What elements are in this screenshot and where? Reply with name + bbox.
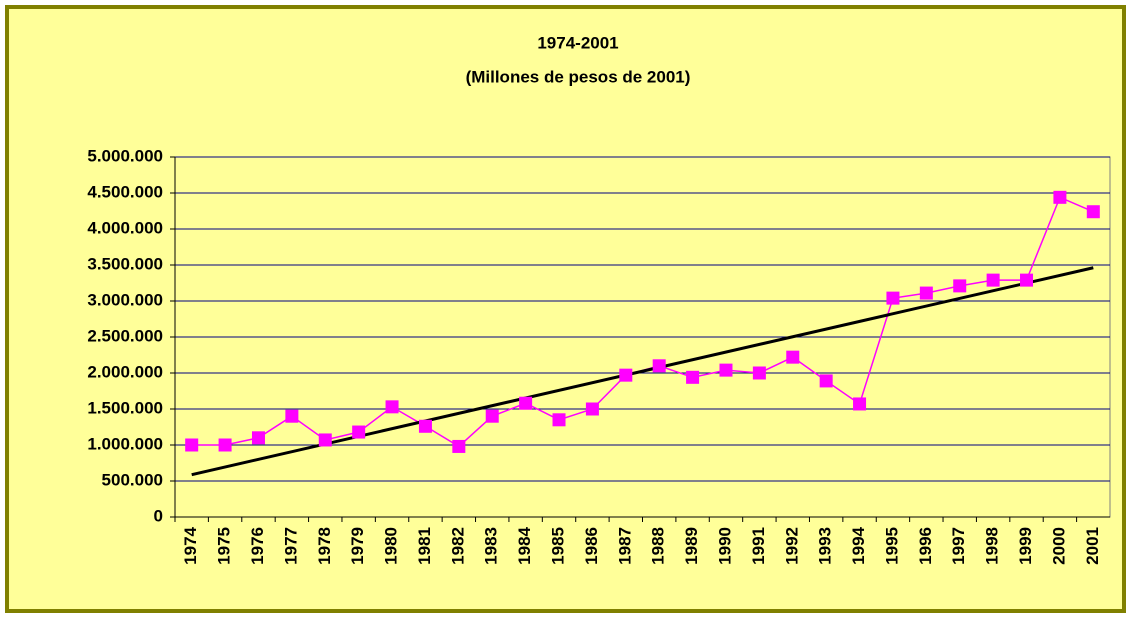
marker — [1086, 205, 1100, 219]
y-tick-label: 3.500.000 — [87, 254, 163, 273]
y-tick-label: 2.000.000 — [87, 362, 163, 381]
marker — [819, 374, 833, 388]
marker — [652, 359, 666, 373]
x-tick-label: 1977 — [281, 527, 300, 565]
x-tick-label: 1981 — [415, 527, 434, 565]
marker — [185, 438, 199, 452]
marker — [552, 413, 566, 427]
marker — [886, 291, 900, 305]
x-tick-label: 1979 — [348, 527, 367, 565]
marker — [919, 286, 933, 300]
marker — [385, 400, 399, 414]
marker — [352, 425, 366, 439]
x-tick-label: 1987 — [615, 527, 634, 565]
y-tick-label: 3.000.000 — [87, 290, 163, 309]
trendline — [191, 266, 1094, 477]
marker — [986, 273, 1000, 287]
y-tick-label: 5.000.000 — [87, 146, 163, 165]
x-tick-label: 1983 — [482, 527, 501, 565]
marker — [218, 438, 232, 452]
marker — [786, 350, 800, 364]
marker — [686, 370, 700, 384]
y-tick-label: 4.500.000 — [87, 182, 163, 201]
x-tick-label: 1974 — [181, 526, 200, 564]
marker — [485, 409, 499, 423]
chart-title: 1974-2001 — [537, 33, 618, 52]
x-tick-label: 1985 — [549, 527, 568, 565]
y-tick-label: 500.000 — [102, 470, 163, 489]
x-tick-label: 1994 — [849, 526, 868, 564]
x-tick-label: 1998 — [983, 527, 1002, 565]
marker — [452, 439, 466, 453]
marker — [1053, 190, 1067, 204]
x-tick-label: 1975 — [215, 527, 234, 565]
x-tick-label: 1990 — [715, 527, 734, 565]
x-tick-label: 2000 — [1049, 527, 1068, 565]
marker — [1020, 273, 1034, 287]
x-tick-label: 1995 — [882, 527, 901, 565]
marker — [853, 397, 867, 411]
x-tick-label: 1980 — [382, 527, 401, 565]
marker — [519, 396, 533, 410]
y-tick-label: 1.500.000 — [87, 398, 163, 417]
marker — [318, 433, 332, 447]
x-tick-label: 1982 — [448, 527, 467, 565]
marker — [719, 363, 733, 377]
x-tick-label: 1999 — [1016, 527, 1035, 565]
x-tick-label: 1992 — [782, 527, 801, 565]
y-tick-label: 1.000.000 — [87, 434, 163, 453]
x-tick-label: 1978 — [315, 527, 334, 565]
x-tick-label: 1996 — [916, 527, 935, 565]
y-tick-label: 4.000.000 — [87, 218, 163, 237]
marker — [953, 279, 967, 293]
x-tick-label: 1993 — [816, 527, 835, 565]
marker — [752, 366, 766, 380]
marker — [619, 368, 633, 382]
x-tick-label: 1989 — [682, 527, 701, 565]
y-tick-label: 2.500.000 — [87, 326, 163, 345]
marker — [585, 402, 599, 416]
x-tick-label: 1986 — [582, 527, 601, 565]
x-tick-label: 2001 — [1083, 527, 1102, 565]
x-tick-label: 1976 — [248, 527, 267, 565]
x-tick-label: 1984 — [515, 526, 534, 564]
marker — [251, 431, 265, 445]
y-tick-label: 0 — [154, 506, 163, 525]
x-tick-label: 1997 — [949, 527, 968, 565]
marker — [418, 419, 432, 433]
marker — [285, 409, 299, 423]
chart-subtitle: (Millones de pesos de 2001) — [466, 67, 691, 86]
x-tick-label: 1988 — [649, 527, 668, 565]
x-tick-label: 1991 — [749, 527, 768, 565]
